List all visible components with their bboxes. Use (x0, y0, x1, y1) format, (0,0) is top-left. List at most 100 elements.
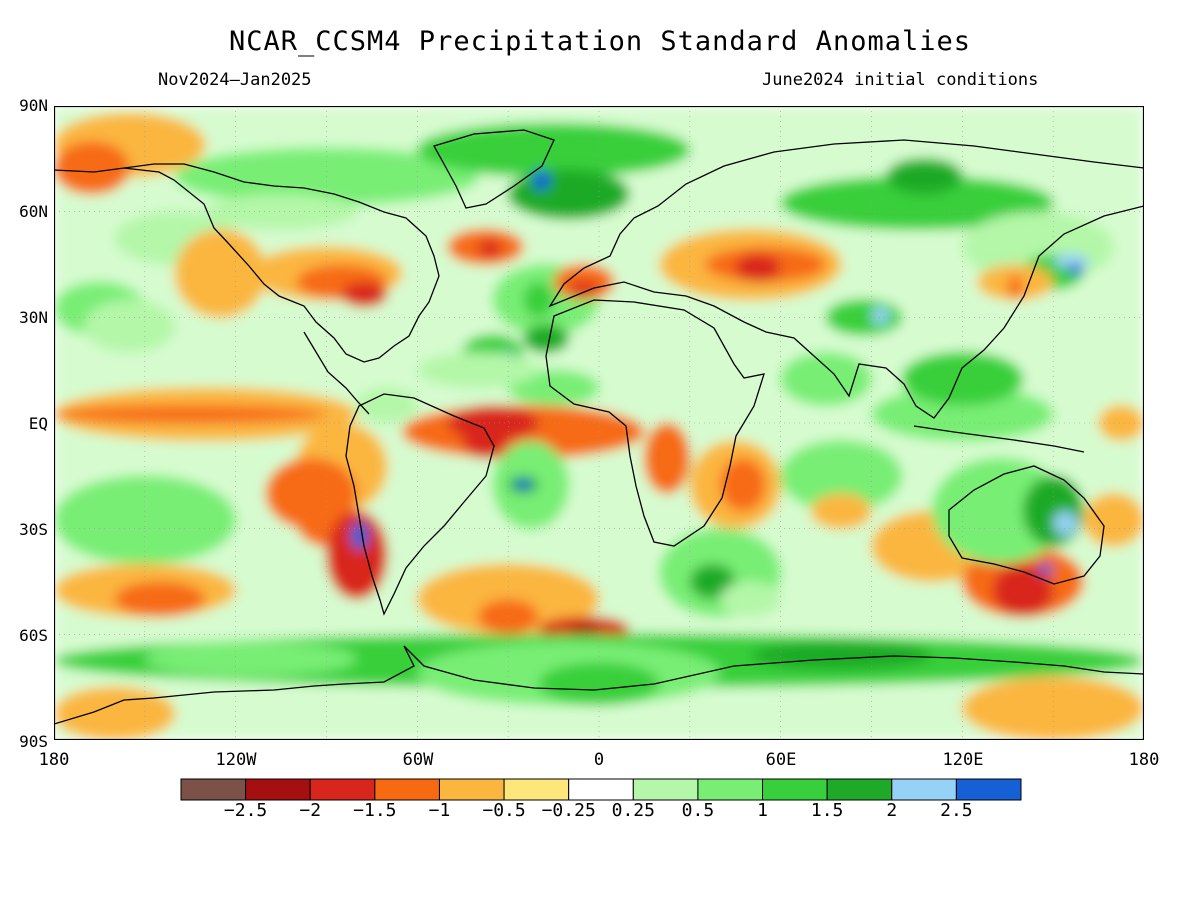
legend-label: −0.25 (541, 800, 596, 821)
africa-outline (545, 299, 765, 547)
anomaly-patch (1053, 511, 1078, 536)
anomaly-patch (514, 479, 533, 490)
anomaly-patch (1053, 253, 1090, 269)
anomaly-patch (205, 194, 357, 230)
south-america-outline (345, 393, 495, 616)
lat-label-90s: 90S (19, 732, 48, 751)
legend-label: −1.5 (353, 800, 397, 821)
anomaly-patch (735, 253, 781, 283)
coastlines (54, 129, 1144, 725)
anomaly-patch (1098, 405, 1144, 441)
anomaly-patch (417, 352, 539, 388)
north-america-outline (54, 163, 440, 363)
anomaly-patch (114, 581, 206, 617)
legend-swatch (632, 778, 699, 801)
lat-label-30s: 30S (19, 520, 48, 539)
anomaly-patch (780, 352, 872, 406)
anomaly-patch (54, 141, 130, 195)
legend-swatch (955, 778, 1022, 801)
lon-label-0: 0 (593, 750, 605, 770)
lon-label-60e: 60E (765, 750, 797, 770)
legend-swatch (245, 778, 311, 801)
legend-swatch (568, 778, 634, 801)
lon-label-120w: 120W (215, 750, 257, 770)
map-title: NCAR_CCSM4 Precipitation Standard Anomal… (229, 26, 971, 57)
anomaly-map (54, 106, 1144, 740)
southeast-asia-islands-outline (913, 425, 1085, 453)
anomaly-patch (417, 563, 599, 635)
anomaly-patch (901, 352, 1023, 406)
lat-label-60n: 60N (19, 202, 48, 221)
color-legend (180, 778, 1022, 801)
legend-label: 1 (757, 800, 768, 821)
map-frame (54, 106, 1144, 740)
anomaly-patch (477, 239, 503, 258)
legend-swatch (438, 778, 505, 801)
anomaly-patch (750, 641, 933, 670)
anomaly-patch (720, 458, 766, 512)
legend-swatch (826, 778, 893, 801)
anomaly-patch (462, 423, 509, 459)
legend-label: −2 (299, 800, 322, 821)
anomaly-patch (538, 662, 660, 705)
anomaly-patch (962, 676, 1144, 740)
initial-conditions: June2024 initial conditions (762, 70, 1039, 90)
anomaly-patch (1068, 264, 1084, 276)
anomaly-patch (175, 229, 266, 318)
anomaly-patch (1007, 275, 1023, 300)
anomaly-patch (523, 282, 554, 318)
anomaly-patch (1083, 493, 1144, 547)
legend-label: 2.5 (940, 800, 973, 821)
eurasia-outline (548, 139, 1144, 419)
graticule (54, 106, 1144, 740)
anomaly-patch (1038, 563, 1054, 575)
anomaly-patch (54, 405, 327, 424)
legend-label: −1 (428, 800, 451, 821)
legend-label: 1.5 (810, 800, 844, 821)
anomaly-patch (144, 641, 357, 677)
anomaly-patch (532, 169, 551, 191)
legend-swatch (762, 778, 828, 801)
anomaly-patch (538, 412, 630, 441)
anomaly-patch (780, 440, 902, 512)
lat-label-eq: EQ (28, 414, 48, 433)
anomaly-patch (350, 521, 369, 550)
valid-period: Nov2024–Jan2025 (158, 70, 312, 90)
anomaly-patch (508, 370, 599, 406)
legend-swatch (503, 778, 570, 801)
lon-label-180e: 180 (1128, 750, 1160, 770)
lat-label-60s: 60S (19, 626, 48, 645)
anomaly-patch (356, 387, 418, 423)
anomaly-patch (871, 387, 1054, 441)
anomaly-patch (568, 282, 599, 297)
anomaly-patch (417, 123, 690, 177)
legend-swatch (891, 778, 957, 801)
lon-label-180w: 180 (38, 750, 70, 770)
lon-label-60w: 60W (402, 750, 434, 770)
anomaly-patch (826, 299, 902, 335)
anomaly-patch (720, 581, 781, 617)
anomaly-patch (84, 299, 176, 353)
anomaly-patch (523, 324, 569, 353)
legend-label: −2.5 (223, 800, 268, 821)
legend-label: −0.5 (482, 800, 526, 821)
anomaly-patch (341, 282, 388, 307)
legend-swatch (180, 778, 247, 801)
lon-label-120e: 120E (942, 750, 984, 770)
legend-label: 0.25 (611, 800, 655, 821)
central-america-outline (303, 331, 370, 415)
anomaly-patch (54, 475, 236, 564)
anomaly-patch (568, 623, 599, 635)
anomaly-patch (886, 158, 963, 195)
greenland-outline (433, 129, 555, 209)
legend-label: 0.5 (681, 800, 715, 821)
legend-swatch (374, 778, 440, 801)
anomaly-patch (689, 563, 736, 600)
lat-label-90n: 90N (19, 96, 48, 115)
anomaly-patch (644, 423, 690, 494)
anomaly-patch (54, 687, 176, 740)
anomaly-patch (810, 493, 872, 529)
anomaly-patch (780, 176, 1054, 230)
lat-label-30n: 30N (19, 308, 48, 327)
anomaly-patch (871, 306, 890, 325)
